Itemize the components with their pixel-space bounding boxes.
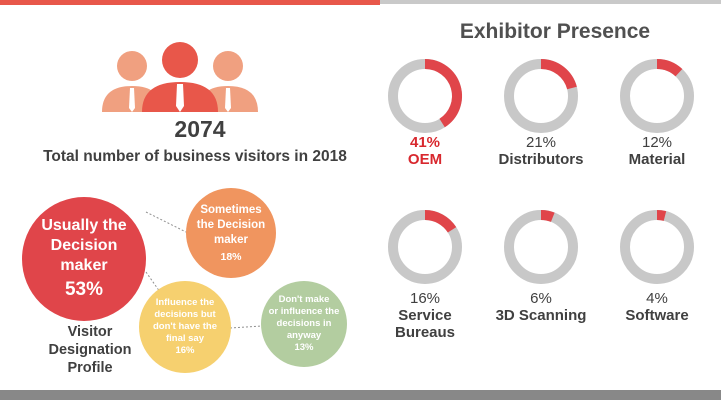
bubble-influence-percent: 16% — [175, 345, 195, 356]
bubble-sometimes-line3: maker — [214, 234, 248, 246]
donut-oem-fill — [424, 59, 462, 128]
label-material-percent: 12% — [641, 134, 673, 151]
donut-service-bureaus — [388, 210, 462, 284]
label-oem-percent: 41% — [409, 134, 441, 151]
visitor-count: 2074 — [174, 116, 226, 142]
label-software-name: Software — [625, 307, 689, 324]
bubble-sometimes-line1: Sometimes — [200, 204, 262, 216]
label-oem-name: OEM — [407, 151, 443, 168]
donut-software — [620, 210, 694, 284]
bubble-sometimes-percent: 18% — [220, 251, 242, 263]
bubble-influence-line3: don't have the — [152, 321, 217, 332]
bubble-decision-maker: Usually the Decision maker 53% — [22, 197, 146, 321]
label-distributors: 21% Distributors — [476, 134, 606, 168]
donut-material — [620, 59, 694, 133]
donut-distributors — [504, 59, 578, 133]
bubble-decision-maker-percent: 53% — [64, 279, 104, 300]
donut-3d-scanning — [504, 210, 578, 284]
bubble-dont-make-percent: 13% — [294, 342, 314, 353]
label-material: 12% Material — [592, 134, 721, 168]
visitor-caption: Total number of business visitors in 201… — [43, 148, 347, 165]
bubble-influence-line4: final say — [165, 333, 205, 344]
bubble-sometimes-line2: the Decision — [196, 219, 266, 231]
label-oem: 41% OEM — [360, 134, 490, 168]
label-software: 4% Software — [592, 290, 721, 324]
donut-software-track — [620, 210, 694, 284]
bubble-dont-make-line2: or influence the — [268, 306, 340, 317]
label-distributors-name: Distributors — [498, 151, 584, 168]
label-service-bureaus-percent: 16% — [409, 290, 441, 307]
label-3d-scanning-name: 3D Scanning — [495, 307, 587, 324]
donut-3d-scanning-fill — [540, 210, 555, 222]
bubble-dont-make: Don't make or influence the decisions in… — [261, 281, 347, 367]
bubble-dont-make-line3: decisions in — [276, 318, 332, 329]
donut-3d-scanning-track — [504, 210, 578, 284]
donut-material-track — [620, 59, 694, 133]
bottom-border — [0, 390, 721, 400]
label-3d-scanning-percent: 6% — [530, 290, 552, 307]
donut-distributors-fill — [540, 59, 577, 90]
label-service-bureaus-name2: Bureaus — [394, 324, 456, 341]
profile-label-line3: Profile — [67, 360, 113, 376]
label-service-bureaus: 16% Service Bureaus — [360, 290, 490, 341]
bubble-decision-maker-line3: maker — [60, 257, 108, 274]
profile-label-line2: Designation — [48, 342, 132, 358]
label-material-name: Material — [628, 151, 686, 168]
bubble-influence-line2: decisions but — [154, 309, 216, 320]
designation-profile-label: Visitor Designation Profile — [38, 323, 142, 377]
donut-software-fill — [656, 210, 667, 221]
business-visitors-icon — [102, 42, 258, 112]
label-software-percent: 4% — [646, 290, 668, 307]
label-distributors-percent: 21% — [525, 134, 557, 151]
profile-label-line1: Visitor — [67, 324, 113, 340]
bubble-sometimes: Sometimes the Decision maker 18% — [186, 188, 276, 278]
label-service-bureaus-name1: Service — [398, 307, 452, 324]
bubble-decision-maker-line1: Usually the — [41, 217, 127, 234]
donut-material-fill — [656, 59, 683, 77]
bubble-dont-make-line1: Don't make — [278, 294, 330, 305]
bubble-influence-line1: Influence the — [155, 297, 215, 308]
bubble-decision-maker-line2: Decision — [50, 237, 118, 254]
exhibitor-title: Exhibitor Presence — [459, 20, 651, 43]
top-accent-bar — [0, 0, 380, 5]
bubble-dont-make-line4: anyway — [286, 330, 322, 341]
donut-oem — [388, 59, 462, 133]
donut-service-bureaus-fill — [424, 210, 457, 233]
label-3d-scanning: 6% 3D Scanning — [476, 290, 606, 324]
bubble-influence: Influence the decisions but don't have t… — [139, 281, 231, 373]
